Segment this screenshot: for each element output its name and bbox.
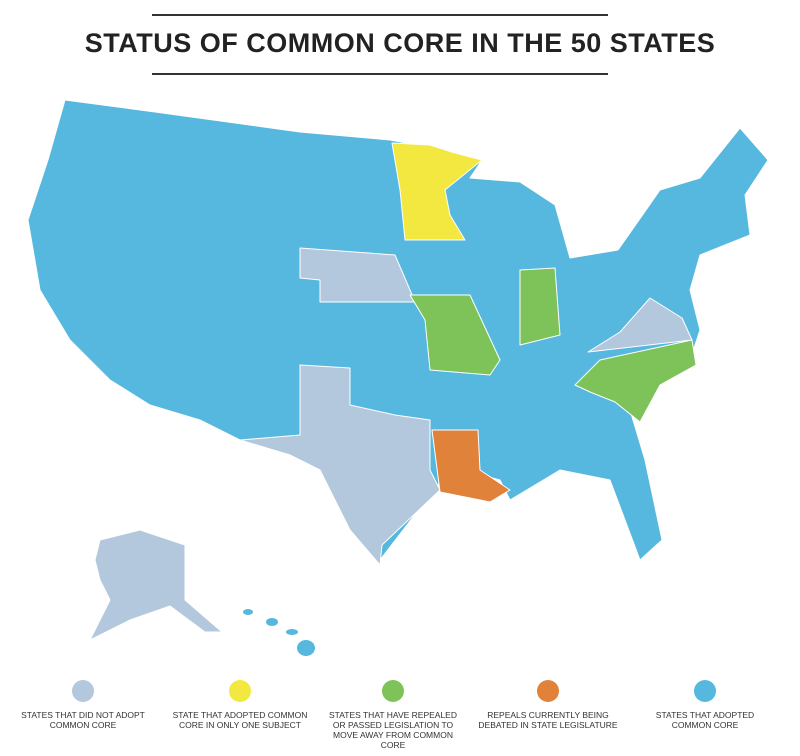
state bbox=[431, 429, 511, 503]
state bbox=[574, 339, 697, 423]
legend-label: STATE THAT ADOPTED COMMON CORE IN ONLY O… bbox=[172, 710, 308, 730]
state bbox=[239, 364, 441, 566]
legend-label: STATES THAT HAVE REPEALED OR PASSED LEGI… bbox=[328, 710, 457, 750]
state bbox=[391, 142, 483, 241]
island bbox=[297, 640, 315, 656]
island bbox=[266, 618, 278, 626]
state bbox=[409, 294, 501, 376]
rule bbox=[152, 14, 608, 16]
legend-label: STATES THAT ADOPTED COMMON CORE bbox=[655, 710, 755, 730]
state bbox=[89, 529, 223, 641]
rule bbox=[152, 73, 608, 75]
legend-item: STATES THAT DID NOT ADOPT COMMON CORE bbox=[13, 680, 153, 730]
legend-item: STATE THAT ADOPTED COMMON CORE IN ONLY O… bbox=[170, 680, 310, 730]
legend-swatch bbox=[229, 680, 251, 702]
title: STATUS OF COMMON CORE IN THE 50 STATES bbox=[84, 28, 716, 58]
legend-label: REPEALS CURRENTLY BEING DEBATED IN STATE… bbox=[478, 710, 618, 730]
legend-item: REPEALS CURRENTLY BEING DEBATED IN STATE… bbox=[478, 680, 618, 730]
island bbox=[286, 629, 298, 635]
legend-swatch bbox=[382, 680, 404, 702]
state bbox=[519, 267, 561, 346]
legend-swatch bbox=[72, 680, 94, 702]
legend-label: STATES THAT DID NOT ADOPT COMMON CORE bbox=[21, 710, 145, 730]
state bbox=[587, 297, 693, 353]
legend-item: STATES THAT HAVE REPEALED OR PASSED LEGI… bbox=[323, 680, 463, 750]
legend-swatch bbox=[694, 680, 716, 702]
island bbox=[243, 609, 253, 615]
legend-swatch bbox=[537, 680, 559, 702]
map bbox=[27, 99, 769, 656]
state bbox=[299, 247, 416, 303]
legend-item: STATES THAT ADOPTED COMMON CORE bbox=[635, 680, 775, 730]
